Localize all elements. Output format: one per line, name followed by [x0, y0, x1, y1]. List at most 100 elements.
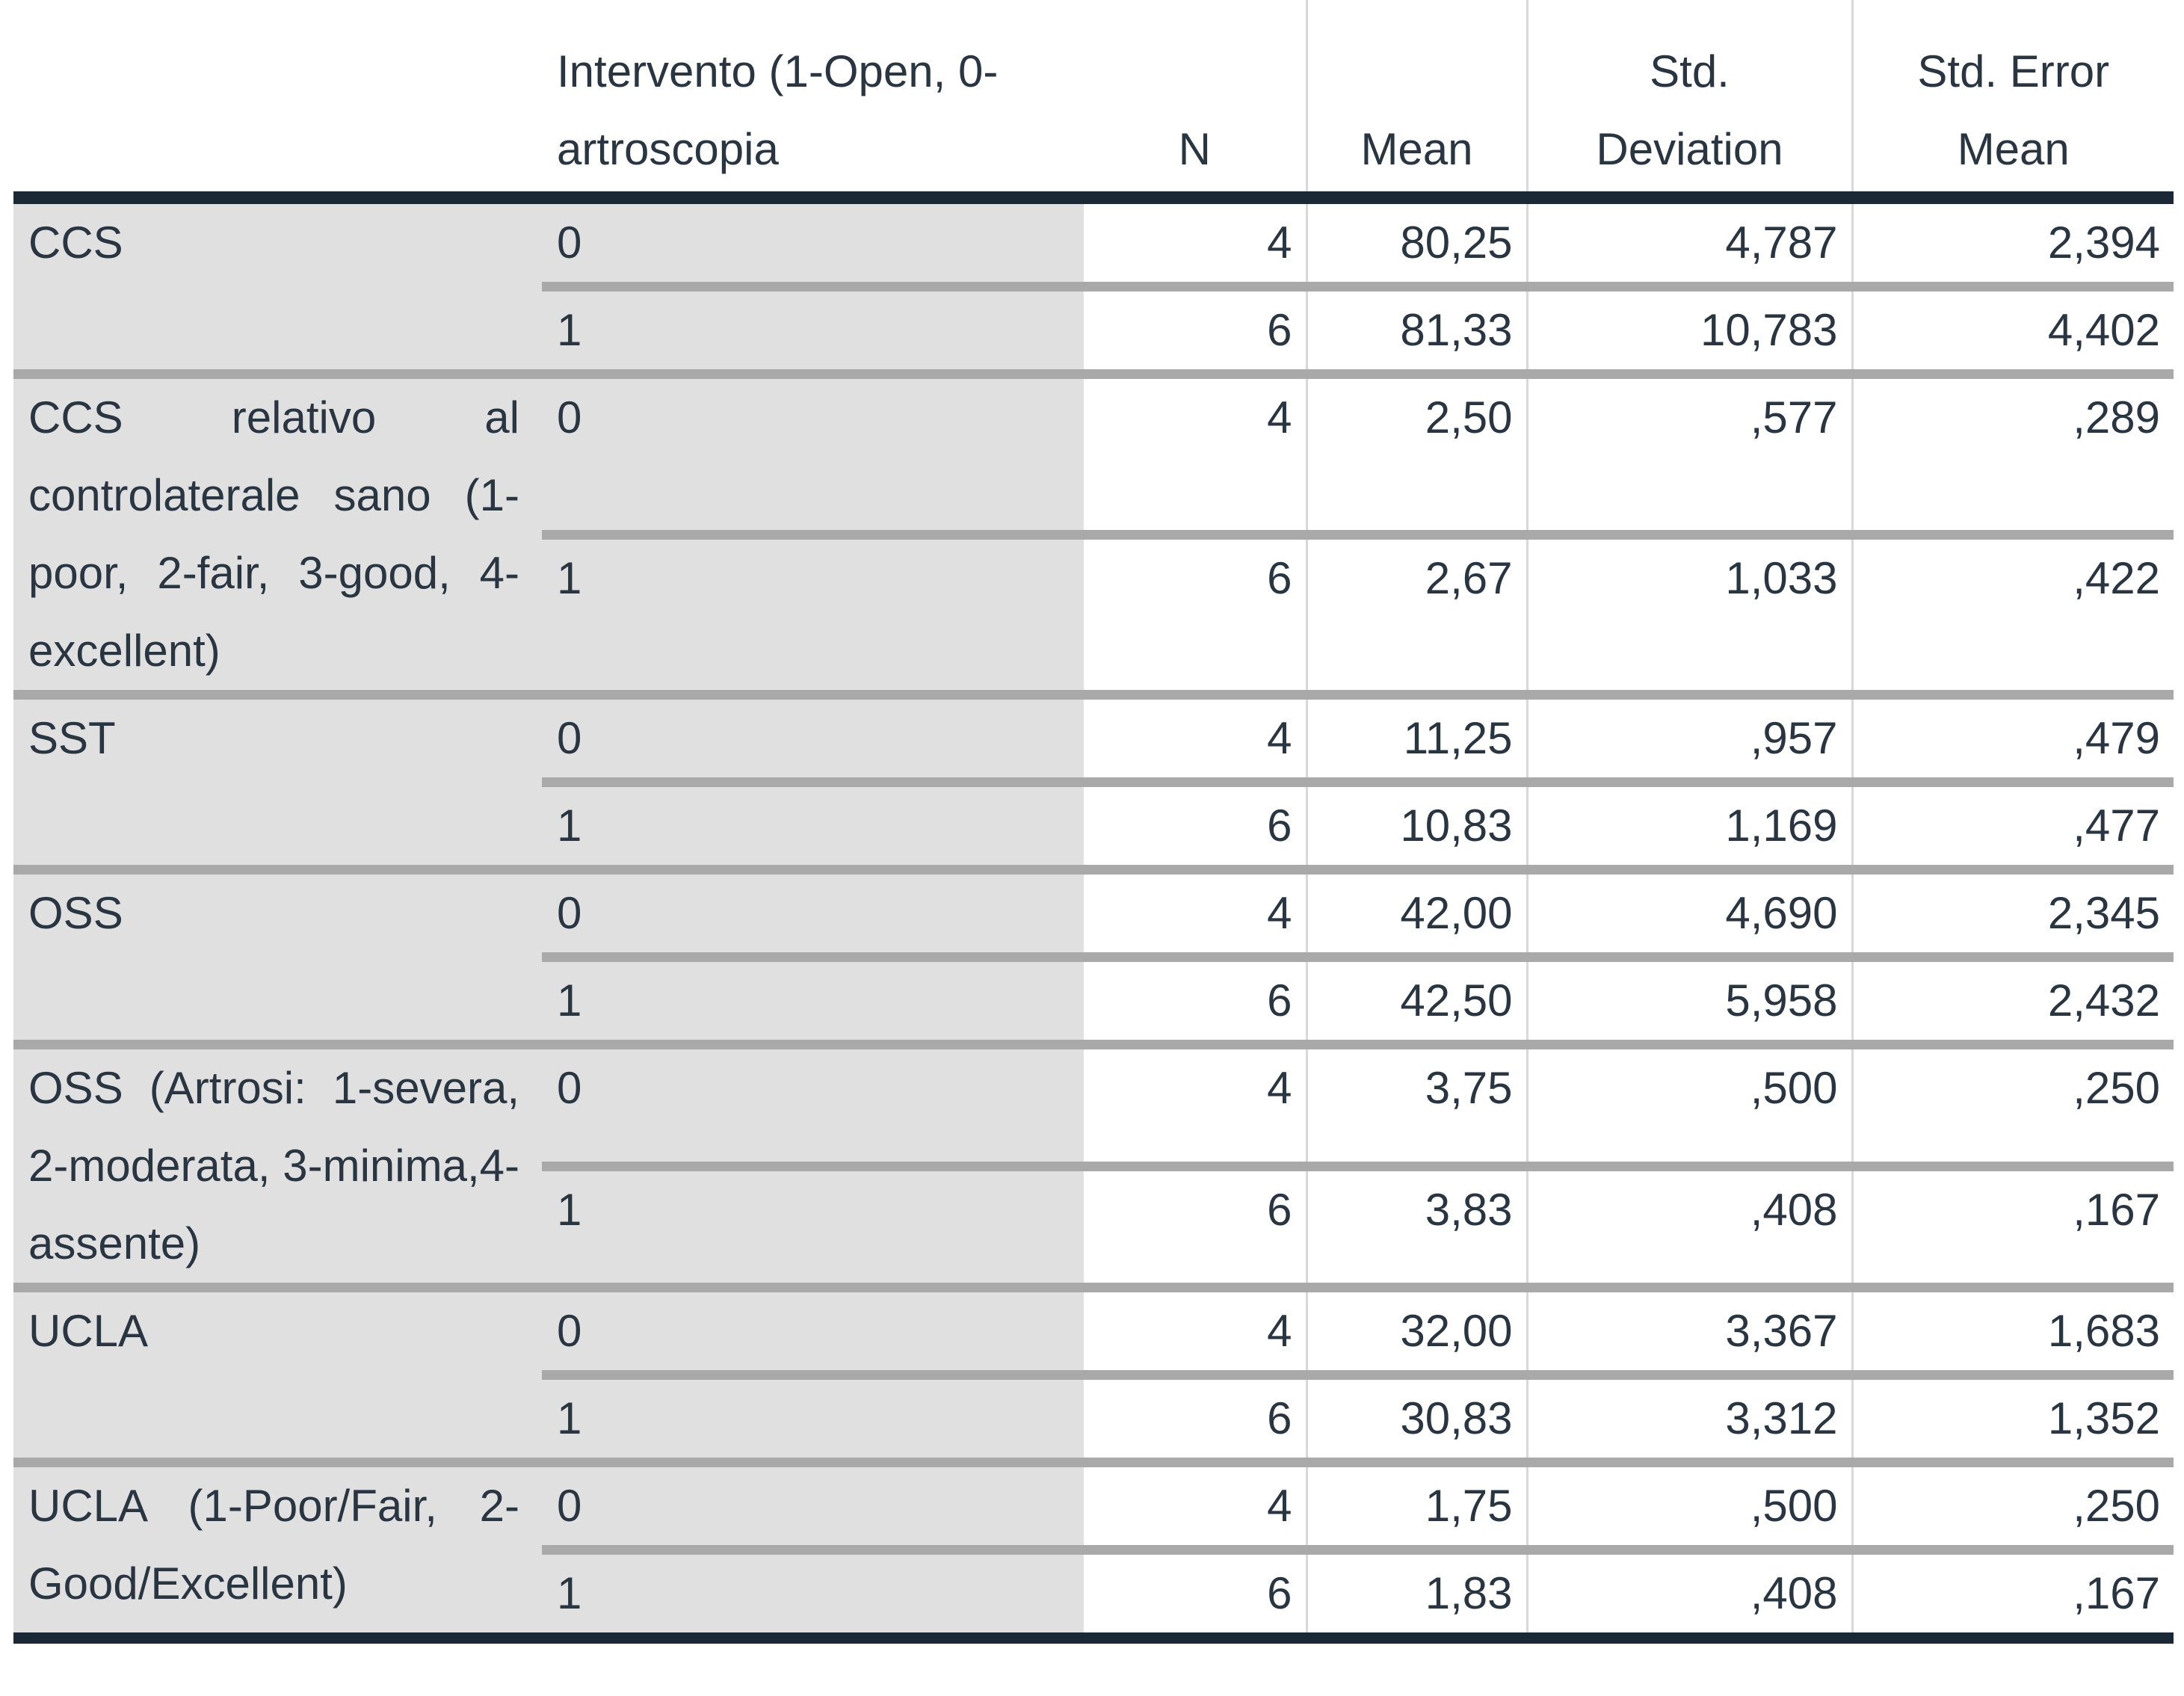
cell-n: 6 — [1084, 1161, 1307, 1288]
cell-n: 6 — [1084, 777, 1307, 870]
cell-std-error-mean: ,289 — [1851, 369, 2174, 534]
cell-intervento: 0 — [542, 1458, 1084, 1550]
cell-std-deviation: ,957 — [1526, 690, 1852, 783]
cell-std-error-mean: ,250 — [1851, 1040, 2174, 1166]
cell-std-deviation: 1,169 — [1526, 777, 1852, 870]
table-row: 1 6 1,83 ,408 ,167 — [13, 1545, 2174, 1638]
cell-n: 4 — [1084, 865, 1307, 958]
cell-intervento: 1 — [542, 777, 1084, 870]
row-label-ccs: CCS — [13, 197, 542, 374]
cell-n: 6 — [1084, 1545, 1307, 1638]
table-row: 1 6 3,83 ,408 ,167 — [13, 1161, 2174, 1288]
col-header-mean: Mean — [1305, 0, 1527, 204]
cell-std-deviation: 3,312 — [1526, 1370, 1852, 1463]
cell-intervento: 0 — [542, 1040, 1084, 1166]
cell-intervento: 1 — [542, 282, 1084, 374]
cell-mean: 1,83 — [1305, 1545, 1527, 1638]
cell-intervento: 0 — [542, 690, 1084, 783]
cell-intervento: 0 — [542, 1283, 1084, 1375]
table-row: UCLA 0 4 32,00 3,367 1,683 — [13, 1283, 2174, 1463]
cell-std-error-mean: ,477 — [1851, 777, 2174, 870]
header-line: Std. — [1650, 46, 1730, 96]
cell-mean: 30,83 — [1305, 1370, 1527, 1463]
cell-intervento: 1 — [542, 1370, 1084, 1463]
header-line: Mean — [1957, 124, 2070, 174]
table-row: 1 6 10,83 1,169 ,477 — [13, 777, 2174, 870]
col-header-std-error-mean: Std. Error Mean — [1851, 0, 2174, 204]
col-header-variable — [13, 0, 542, 204]
cell-std-error-mean: 1,352 — [1851, 1370, 2174, 1463]
table-row: 1 6 2,67 1,033 ,422 — [13, 529, 2174, 695]
cell-std-deviation: 5,958 — [1526, 952, 1852, 1045]
cell-n: 6 — [1084, 952, 1307, 1045]
row-label-oss-artrosi: OSS (Artrosi: 1-severa, 2-moderata, 3-mi… — [13, 1040, 542, 1288]
col-header-std-deviation: Std. Deviation — [1526, 0, 1852, 204]
cell-intervento: 0 — [542, 197, 1084, 287]
row-label-oss: OSS — [13, 865, 542, 1045]
table-row: UCLA (1-Poor/Fair, 2-Good/Excellent) 0 4… — [13, 1458, 2174, 1638]
cell-n: 4 — [1084, 197, 1307, 287]
cell-n: 6 — [1084, 1370, 1307, 1463]
cell-intervento: 1 — [542, 529, 1084, 695]
cell-mean: 11,25 — [1305, 690, 1527, 783]
cell-std-error-mean: ,250 — [1851, 1458, 2174, 1550]
cell-intervento: 1 — [542, 1161, 1084, 1288]
cell-mean: 3,83 — [1305, 1161, 1527, 1288]
group-statistics-table: Intervento (1-Open, 0-artroscopia N Mean… — [13, 0, 2174, 1644]
cell-mean: 32,00 — [1305, 1283, 1527, 1375]
table-row: OSS (Artrosi: 1-severa, 2-moderata, 3-mi… — [13, 1040, 2174, 1288]
cell-intervento: 0 — [542, 369, 1084, 534]
cell-std-error-mean: ,167 — [1851, 1161, 2174, 1288]
cell-std-error-mean: 2,394 — [1851, 197, 2174, 287]
cell-std-deviation: ,408 — [1526, 1545, 1852, 1638]
table-row: 1 6 30,83 3,312 1,352 — [13, 1370, 2174, 1463]
cell-std-deviation: 4,787 — [1526, 197, 1852, 287]
cell-n: 4 — [1084, 369, 1307, 534]
table-row: 1 6 42,50 5,958 2,432 — [13, 952, 2174, 1045]
cell-std-deviation: ,500 — [1526, 1040, 1852, 1166]
cell-std-error-mean: 1,683 — [1851, 1283, 2174, 1375]
cell-n: 4 — [1084, 690, 1307, 783]
row-label-ucla: UCLA — [13, 1283, 542, 1463]
row-label-ccs-relativo: CCS relativo al controlaterale sano (1-p… — [13, 369, 542, 695]
table-row: CCS 0 4 80,25 4,787 2,394 — [13, 197, 2174, 374]
cell-mean: 42,00 — [1305, 865, 1527, 958]
cell-std-deviation: 10,783 — [1526, 282, 1852, 374]
cell-std-error-mean: ,422 — [1851, 529, 2174, 695]
cell-std-error-mean: 2,432 — [1851, 952, 2174, 1045]
cell-std-deviation: 1,033 — [1526, 529, 1852, 695]
table-row: OSS 0 4 42,00 4,690 2,345 — [13, 865, 2174, 1045]
header-line: Std. Error — [1917, 46, 2110, 96]
cell-intervento: 1 — [542, 952, 1084, 1045]
row-label-ucla-poor-fair: UCLA (1-Poor/Fair, 2-Good/Excellent) — [13, 1458, 542, 1638]
cell-intervento: 1 — [542, 1545, 1084, 1638]
row-label-sst: SST — [13, 690, 542, 870]
cell-n: 6 — [1084, 529, 1307, 695]
cell-intervento: 0 — [542, 865, 1084, 958]
table-row: 1 6 81,33 10,783 4,402 — [13, 282, 2174, 374]
cell-mean: 42,50 — [1305, 952, 1527, 1045]
cell-mean: 10,83 — [1305, 777, 1527, 870]
cell-mean: 2,50 — [1305, 369, 1527, 534]
col-header-intervento: Intervento (1-Open, 0-artroscopia — [542, 0, 1084, 204]
cell-mean: 81,33 — [1305, 282, 1527, 374]
cell-n: 4 — [1084, 1458, 1307, 1550]
cell-std-deviation: ,500 — [1526, 1458, 1852, 1550]
col-header-n: N — [1084, 0, 1307, 204]
cell-mean: 2,67 — [1305, 529, 1527, 695]
cell-std-error-mean: 2,345 — [1851, 865, 2174, 958]
cell-std-deviation: ,577 — [1526, 369, 1852, 534]
table-row: CCS relativo al controlaterale sano (1-p… — [13, 369, 2174, 695]
cell-n: 4 — [1084, 1040, 1307, 1166]
cell-n: 4 — [1084, 1283, 1307, 1375]
cell-std-deviation: ,408 — [1526, 1161, 1852, 1288]
table-row: SST 0 4 11,25 ,957 ,479 — [13, 690, 2174, 870]
header-line: Deviation — [1596, 124, 1783, 174]
cell-mean: 3,75 — [1305, 1040, 1527, 1166]
cell-std-error-mean: ,167 — [1851, 1545, 2174, 1638]
cell-mean: 1,75 — [1305, 1458, 1527, 1550]
header-row: Intervento (1-Open, 0-artroscopia N Mean… — [13, 0, 2174, 204]
cell-n: 6 — [1084, 282, 1307, 374]
cell-std-deviation: 4,690 — [1526, 865, 1852, 958]
